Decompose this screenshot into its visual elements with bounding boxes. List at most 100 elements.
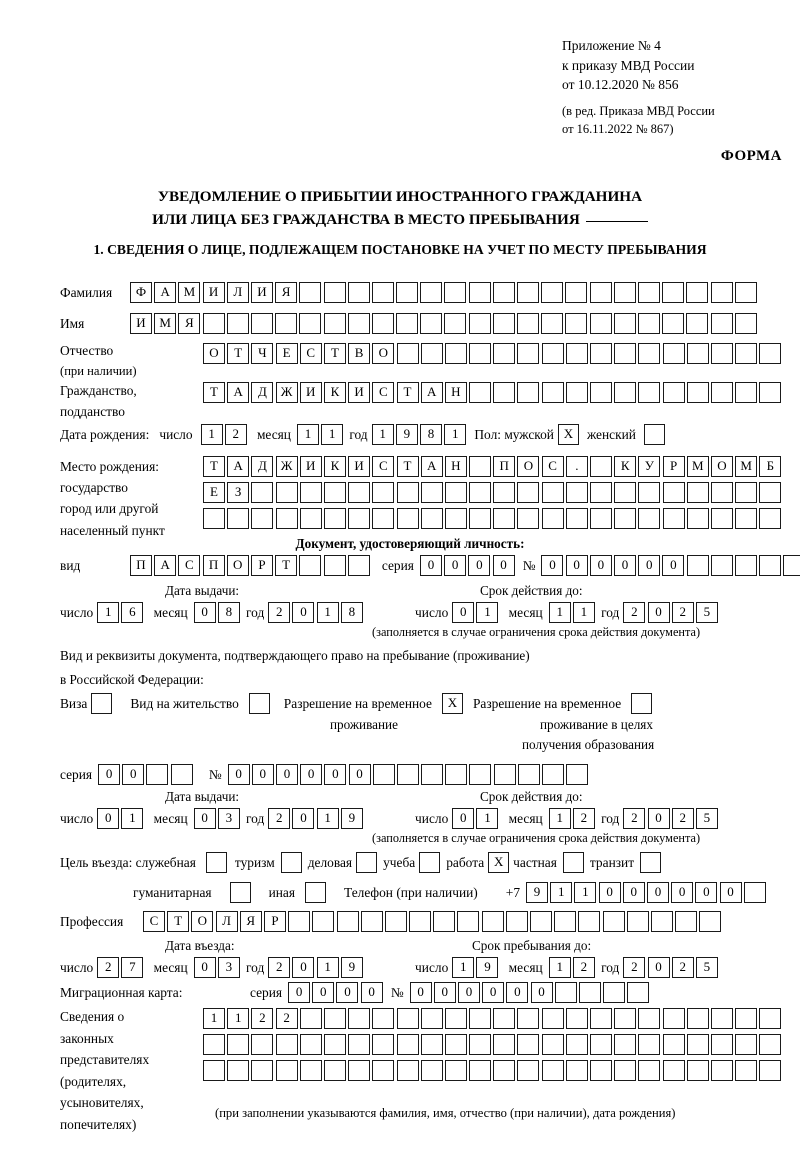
char-cell[interactable] (589, 313, 612, 334)
char-cell[interactable] (312, 911, 335, 932)
entry-purpose-transit-checkbox[interactable] (640, 852, 662, 873)
char-cell[interactable]: 1 (452, 957, 475, 978)
char-cell[interactable] (202, 313, 225, 334)
char-cell[interactable]: А (154, 282, 177, 303)
char-cell[interactable] (662, 508, 685, 529)
char-cell[interactable] (542, 764, 565, 785)
char-cell[interactable]: 0 (530, 982, 553, 1003)
char-cell[interactable] (517, 508, 540, 529)
char-cell[interactable] (517, 382, 540, 403)
char-cell[interactable] (541, 313, 564, 334)
char-cell[interactable] (275, 313, 298, 334)
char-cell[interactable] (371, 313, 394, 334)
char-cell[interactable]: 0 (671, 882, 694, 903)
sex-female-checkbox[interactable] (643, 424, 665, 445)
char-cell[interactable]: Л (226, 282, 249, 303)
char-cell[interactable]: 0 (122, 764, 145, 785)
char-cell[interactable]: А (420, 382, 443, 403)
char-cell[interactable] (299, 482, 322, 503)
char-cell[interactable] (323, 508, 346, 529)
char-cell[interactable]: С (372, 456, 395, 477)
char-cell[interactable] (348, 1060, 371, 1081)
entry-purpose-work-checkbox[interactable]: X (488, 852, 510, 873)
char-cell[interactable] (541, 482, 564, 503)
char-cell[interactable]: 0 (409, 982, 432, 1003)
entry-purpose-private-checkbox[interactable] (562, 852, 584, 873)
char-cell[interactable] (409, 911, 432, 932)
char-cell[interactable] (613, 313, 636, 334)
char-cell[interactable]: Б (759, 456, 782, 477)
entry-purpose-humanitarian-checkbox[interactable] (229, 882, 251, 903)
char-cell[interactable]: 0 (336, 982, 359, 1003)
char-cell[interactable] (251, 508, 274, 529)
char-cell[interactable]: 0 (638, 555, 661, 576)
char-cell[interactable] (251, 1034, 274, 1055)
char-cell[interactable]: И (202, 282, 225, 303)
char-cell[interactable] (517, 482, 540, 503)
char-cell[interactable] (541, 343, 564, 364)
char-cell[interactable] (662, 343, 685, 364)
char-cell[interactable] (686, 313, 709, 334)
entry-purpose-tourism-checkbox[interactable] (280, 852, 302, 873)
char-cell[interactable]: М (178, 282, 201, 303)
char-cell[interactable]: 0 (292, 957, 315, 978)
visa-checkbox[interactable] (91, 693, 113, 714)
char-cell[interactable]: 0 (348, 764, 371, 785)
char-cell[interactable]: 0 (541, 555, 564, 576)
char-cell[interactable]: 6 (121, 602, 144, 623)
char-cell[interactable]: 1 (97, 602, 120, 623)
sex-male-checkbox[interactable]: X (557, 424, 579, 445)
char-cell[interactable] (372, 1060, 395, 1081)
char-cell[interactable]: 1 (227, 1008, 250, 1029)
char-cell[interactable] (565, 482, 588, 503)
char-cell[interactable]: 9 (395, 424, 418, 445)
char-cell[interactable]: 2 (251, 1008, 274, 1029)
char-cell[interactable] (710, 482, 733, 503)
char-cell[interactable] (323, 282, 346, 303)
char-cell[interactable] (384, 911, 407, 932)
char-cell[interactable] (637, 282, 660, 303)
char-cell[interactable] (299, 1060, 322, 1081)
char-cell[interactable] (203, 1034, 225, 1055)
char-cell[interactable] (686, 1034, 709, 1055)
char-cell[interactable]: 1 (316, 808, 339, 829)
char-cell[interactable] (783, 555, 800, 576)
char-cell[interactable]: А (420, 456, 443, 477)
char-cell[interactable] (469, 1034, 492, 1055)
char-cell[interactable] (662, 1060, 685, 1081)
char-cell[interactable] (735, 1034, 758, 1055)
char-cell[interactable] (590, 1008, 612, 1029)
char-cell[interactable] (590, 343, 612, 364)
char-cell[interactable]: 0 (506, 982, 529, 1003)
char-cell[interactable]: 1 (476, 602, 499, 623)
char-cell[interactable] (627, 982, 650, 1003)
char-cell[interactable] (372, 508, 395, 529)
char-cell[interactable] (444, 282, 467, 303)
char-cell[interactable]: С (541, 456, 564, 477)
char-cell[interactable] (505, 911, 528, 932)
char-cell[interactable] (662, 382, 685, 403)
char-cell[interactable]: 3 (217, 808, 240, 829)
entry-purpose-business-checkbox[interactable] (356, 852, 378, 873)
char-cell[interactable]: О (710, 456, 733, 477)
char-cell[interactable]: Я (178, 313, 201, 334)
char-cell[interactable] (275, 1060, 298, 1081)
char-cell[interactable]: К (323, 456, 346, 477)
char-cell[interactable] (481, 911, 504, 932)
char-cell[interactable] (734, 555, 757, 576)
char-cell[interactable] (638, 343, 661, 364)
entry-purpose-study-checkbox[interactable] (419, 852, 441, 873)
char-cell[interactable] (323, 313, 346, 334)
char-cell[interactable] (686, 555, 709, 576)
char-cell[interactable] (420, 282, 443, 303)
char-cell[interactable] (590, 1060, 612, 1081)
char-cell[interactable] (565, 1034, 588, 1055)
char-cell[interactable] (468, 282, 491, 303)
char-cell[interactable]: 1 (200, 424, 223, 445)
char-cell[interactable] (275, 1034, 298, 1055)
char-cell[interactable]: 0 (360, 982, 383, 1003)
